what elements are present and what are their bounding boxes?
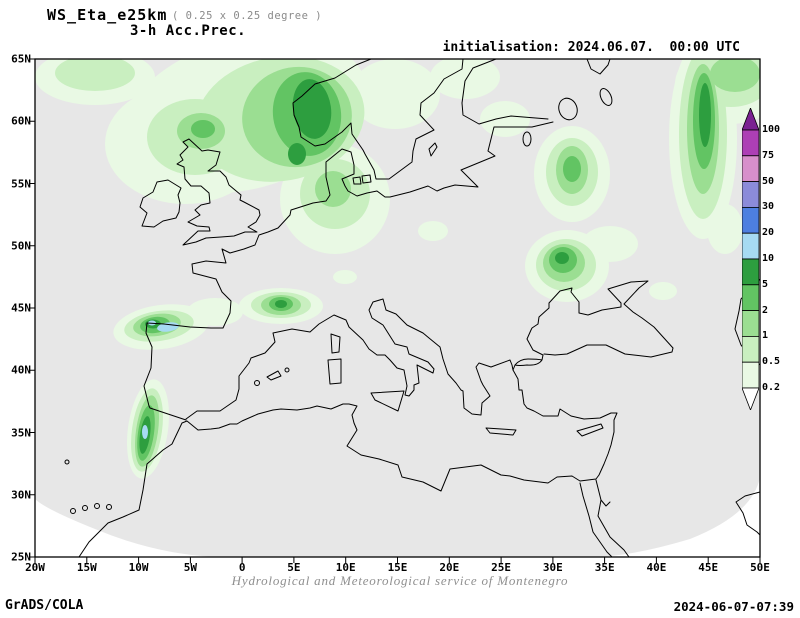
colorbar-label: 5 [762,278,769,290]
y-tick-label: 35N [11,426,31,439]
colorbar-segment-0.2-0.5 [742,361,759,389]
colorbar-segment-1-2 [742,310,759,337]
colorbar-segment-75-100 [742,129,759,157]
x-tick-label: 50E [750,561,770,574]
y-axis-ticks [29,58,35,558]
colorbar-label: 50 [762,175,775,187]
colorbar-label: 0.5 [762,356,781,368]
coastline-mediterranean-africa [78,298,618,557]
colorbar-segment-30-50 [742,181,759,208]
resolution-note: ( 0.25 x 0.25 degree ) [172,10,323,22]
watermark: Hydrological and Meteorological service … [231,573,569,588]
x-tick-label: 20W [25,561,45,574]
model-name: WS_Eta_e25km [47,6,168,24]
initialisation-time: initialisation: 2024.06.07. 00:00 UTC [442,40,740,55]
white-sea [586,59,611,75]
coastline-britain [176,138,261,246]
y-tick-label: 30N [11,488,31,502]
x-tick-label: 0 [238,561,246,574]
y-tick-label: 25N [11,550,31,564]
x-tick-label: 5W [183,561,197,574]
coastline-marmara [512,354,544,371]
coastline-ireland [139,179,182,228]
x-tick-label: 20E [439,561,460,574]
x-tick-label: 35E [594,561,615,574]
x-tick-label: 40E [646,561,667,574]
y-tick-label: 40N [11,363,31,377]
y-tick-label: 60N [11,114,31,128]
generator-label: GrADS/COLA [5,598,84,613]
y-tick-label: 55N [11,177,31,190]
colorbar-label: 75 [762,149,775,161]
colorbar-under-arrow [742,387,759,410]
x-tick-label: 45E [698,561,719,574]
islands [266,142,604,437]
y-tick-label: 45N [11,301,31,315]
x-tick-label: 25E [491,561,511,574]
x-tick-label: 10W [128,561,149,574]
x-tick-label: 15E [387,561,408,574]
coastline-persian-gulf [735,491,760,536]
colorbar-label: 0.2 [762,382,781,393]
colorbar-label: 10 [762,253,775,264]
precip-shading [35,59,760,479]
coastline-black-sea [526,280,674,358]
lakes [522,88,613,147]
colorbar-label: 1 [762,330,769,342]
colorbar-segment-50-75 [742,155,759,182]
x-tick-label: 10E [335,561,356,574]
colorbar-svg [742,108,759,410]
colorbar-label: 2 [762,304,769,316]
colorbar-segment-2-5 [742,284,759,312]
y-tick-label: 50N [11,239,31,253]
coastlines [64,59,760,557]
x-tick-label: 5E [287,561,301,574]
colorbar-label: 20 [762,227,775,239]
creation-timestamp: 2024-06-07-07:39 [673,599,794,614]
small-islands [64,367,290,514]
colorbar-label: 30 [762,201,775,213]
colorbar-segment-10-20 [742,232,759,260]
coastline-atlantic-europe [143,59,554,421]
x-tick-label: 30E [542,561,563,574]
x-axis-ticks [34,557,761,563]
precip-level-5 [139,79,711,454]
colorbar-over-arrow [742,108,759,131]
colorbar-segment-5-10 [742,258,759,286]
colorbar-segment-0.5-1 [742,335,759,363]
product-title: 3-h Acc.Prec. [130,23,247,39]
colorbar-label: 100 [762,124,781,135]
y-tick-label: 65N [11,52,31,66]
colorbar-segment-20-30 [742,207,759,234]
coastline-red-sea [579,479,630,557]
x-tick-label: 15W [76,561,97,574]
